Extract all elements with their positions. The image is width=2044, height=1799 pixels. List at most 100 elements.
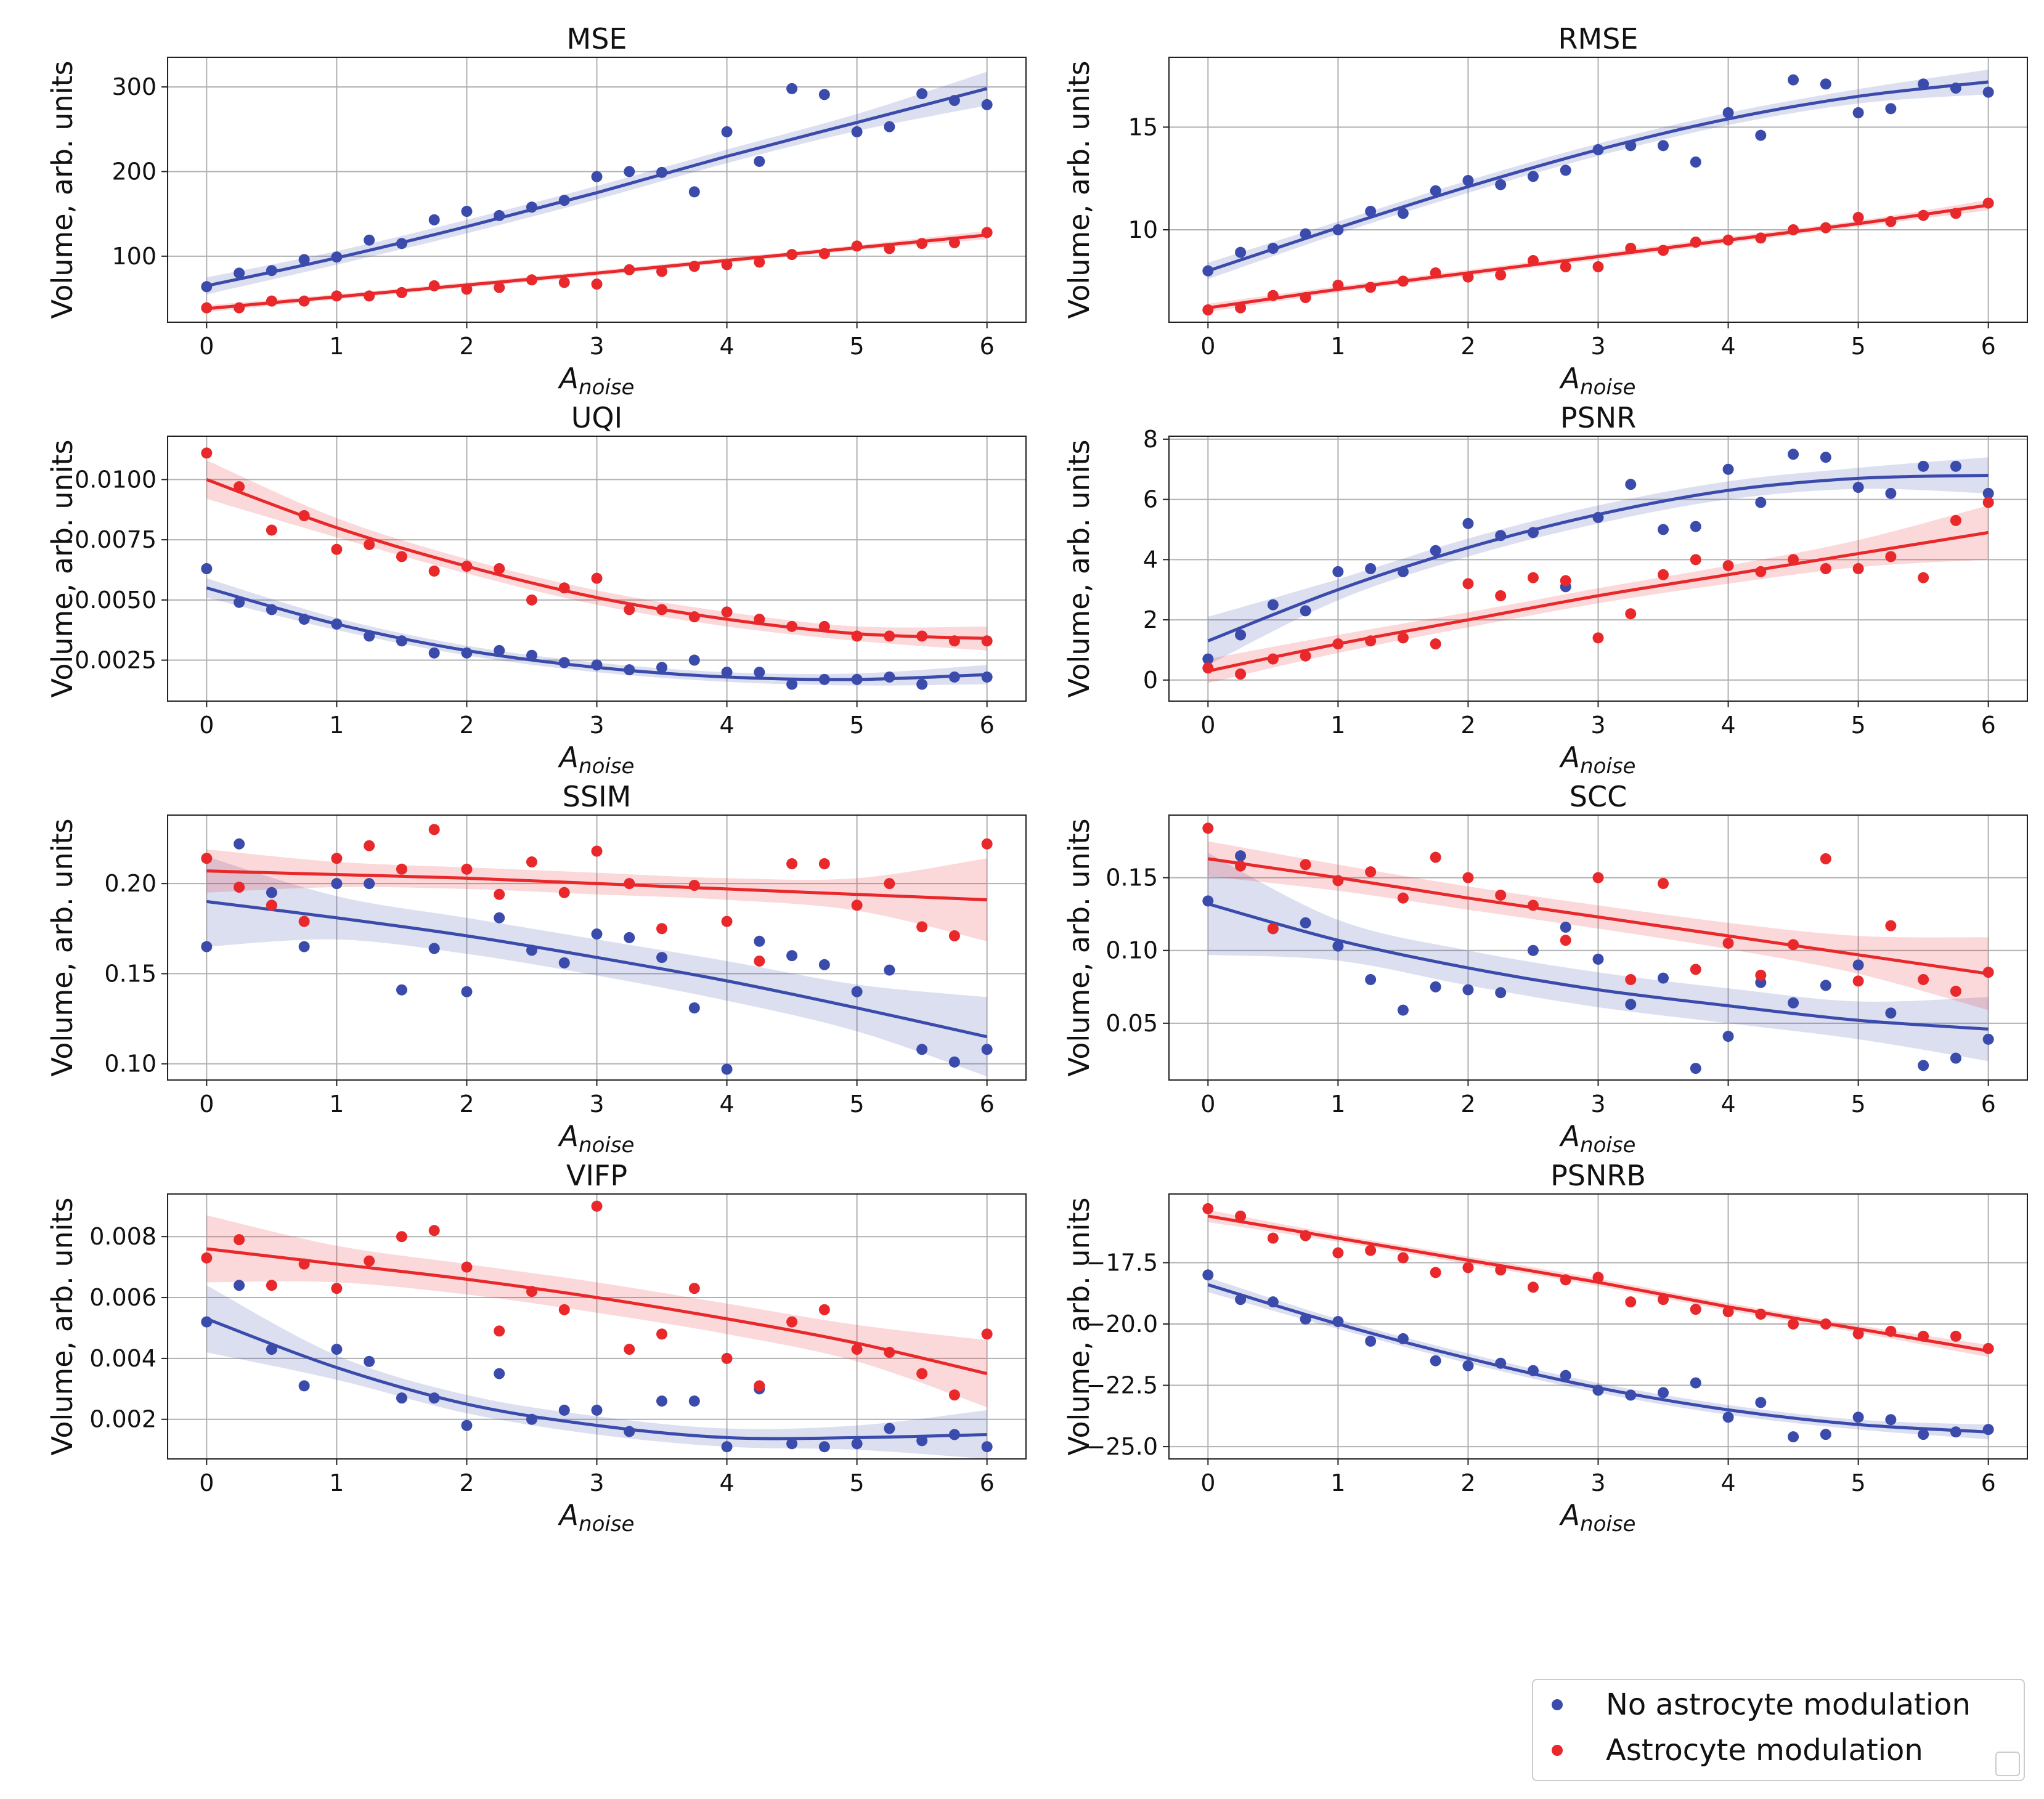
data-point-astrocyte: [428, 1225, 440, 1237]
data-point-no-astrocyte: [656, 662, 668, 673]
data-point-no-astrocyte: [1820, 1429, 1831, 1440]
confidence-band-no-astrocyte: [1208, 1277, 1989, 1440]
data-point-astrocyte: [558, 582, 570, 594]
data-point-no-astrocyte: [1397, 208, 1409, 219]
x-tick-label: 0: [1200, 1090, 1215, 1118]
data-point-astrocyte: [298, 916, 310, 927]
data-point-no-astrocyte: [884, 671, 895, 683]
data-point-astrocyte: [1950, 1330, 1961, 1342]
data-point-no-astrocyte: [591, 928, 603, 940]
x-tick-label: 5: [1851, 333, 1866, 360]
plot-frame: [167, 436, 1027, 702]
data-point-no-astrocyte: [1755, 1397, 1767, 1408]
data-point-no-astrocyte: [1462, 518, 1474, 529]
data-point-no-astrocyte: [1690, 1377, 1701, 1389]
data-point-astrocyte: [494, 563, 505, 574]
x-tick-label: 5: [1851, 1090, 1866, 1118]
data-point-astrocyte: [331, 290, 343, 302]
data-point-no-astrocyte: [428, 214, 440, 225]
x-tick-label: 3: [589, 1090, 604, 1118]
x-tick-label: 6: [980, 1469, 995, 1496]
data-point-astrocyte: [1300, 1230, 1311, 1241]
data-point-no-astrocyte: [688, 1395, 700, 1407]
y-tick-label: −20.0: [1086, 1310, 1158, 1338]
data-point-no-astrocyte: [461, 647, 473, 659]
data-point-no-astrocyte: [234, 1280, 245, 1291]
data-point-no-astrocyte: [851, 1438, 863, 1450]
data-point-astrocyte: [1885, 216, 1897, 227]
data-point-astrocyte: [818, 858, 830, 869]
data-point-no-astrocyte: [1592, 953, 1604, 965]
data-point-astrocyte: [266, 295, 277, 307]
data-point-no-astrocyte: [1560, 1370, 1571, 1381]
data-point-no-astrocyte: [494, 1368, 505, 1379]
x-tick-label: 3: [1590, 712, 1605, 739]
data-point-no-astrocyte: [1852, 482, 1864, 493]
data-point-no-astrocyte: [754, 155, 765, 167]
data-point-astrocyte: [656, 604, 668, 615]
data-point-astrocyte: [818, 620, 830, 632]
data-point-astrocyte: [1332, 280, 1344, 291]
data-point-no-astrocyte: [1755, 129, 1767, 141]
data-point-astrocyte: [948, 635, 960, 647]
chart-mse: 0 1 2 3 4 5 6 100 200 300 MSE Anoise Volume, arb. un…: [46, 22, 1027, 400]
data-point-astrocyte: [396, 286, 407, 298]
data-point-astrocyte: [461, 561, 473, 572]
x-tick-label: 2: [459, 1090, 474, 1118]
x-tick-label: 2: [1460, 333, 1475, 360]
data-point-no-astrocyte: [364, 878, 375, 890]
data-point-no-astrocyte: [786, 678, 798, 690]
data-point-no-astrocyte: [1592, 511, 1604, 523]
data-point-no-astrocyte: [266, 887, 277, 898]
data-point-no-astrocyte: [1397, 566, 1409, 577]
chart-title: PSNR: [1560, 401, 1636, 434]
data-point-astrocyte: [558, 277, 570, 288]
data-point-no-astrocyte: [1722, 1411, 1734, 1423]
data-point-astrocyte: [298, 295, 310, 307]
x-tick-label: 3: [589, 1469, 604, 1496]
data-point-astrocyte: [786, 620, 798, 632]
data-point-astrocyte: [688, 261, 700, 272]
confidence-band-astrocyte: [206, 1215, 987, 1407]
data-point-astrocyte: [1300, 292, 1311, 303]
data-point-no-astrocyte: [396, 238, 407, 250]
data-point-astrocyte: [1527, 900, 1539, 911]
data-point-astrocyte: [1625, 243, 1637, 254]
x-axis-label: Anoise: [1559, 1119, 1636, 1158]
data-point-astrocyte: [234, 481, 245, 493]
data-point-astrocyte: [1332, 638, 1344, 650]
x-tick-label: 6: [1981, 1469, 1996, 1496]
y-tick-label: 0.0025: [75, 647, 157, 674]
data-point-astrocyte: [1820, 1318, 1831, 1330]
data-point-no-astrocyte: [851, 673, 863, 685]
data-point-astrocyte: [981, 227, 993, 238]
data-point-no-astrocyte: [884, 1423, 895, 1434]
data-point-astrocyte: [494, 888, 505, 900]
data-point-astrocyte: [1365, 866, 1377, 878]
data-point-no-astrocyte: [461, 1419, 473, 1431]
data-point-no-astrocyte: [721, 126, 733, 137]
data-point-no-astrocyte: [1235, 246, 1247, 258]
data-point-astrocyte: [884, 1347, 895, 1358]
x-tick-label: 4: [719, 1469, 734, 1496]
data-point-no-astrocyte: [461, 206, 473, 217]
data-point-no-astrocyte: [1365, 563, 1377, 574]
data-point-astrocyte: [1365, 282, 1377, 293]
x-tick-label: 6: [980, 333, 995, 360]
y-tick-label: 0.15: [1105, 864, 1158, 891]
data-point-astrocyte: [721, 1352, 733, 1364]
x-tick-label: 1: [329, 333, 344, 360]
data-point-astrocyte: [428, 824, 440, 835]
data-point-no-astrocyte: [721, 1441, 733, 1453]
data-point-no-astrocyte: [298, 1380, 310, 1392]
x-tick-label: 2: [459, 1469, 474, 1496]
x-tick-label: 6: [1981, 1090, 1996, 1118]
data-point-astrocyte: [851, 1344, 863, 1355]
data-point-no-astrocyte: [624, 932, 635, 943]
data-point-no-astrocyte: [494, 209, 505, 221]
data-point-no-astrocyte: [851, 126, 863, 137]
chart-uqi: 0 1 2 3 4 5 6 0.0025 0.0050 0.0075 0.0100 UQI Anoise…: [46, 401, 1027, 779]
data-point-no-astrocyte: [1722, 1031, 1734, 1042]
data-point-astrocyte: [591, 845, 603, 857]
y-tick-label: 0.05: [1105, 1010, 1158, 1037]
